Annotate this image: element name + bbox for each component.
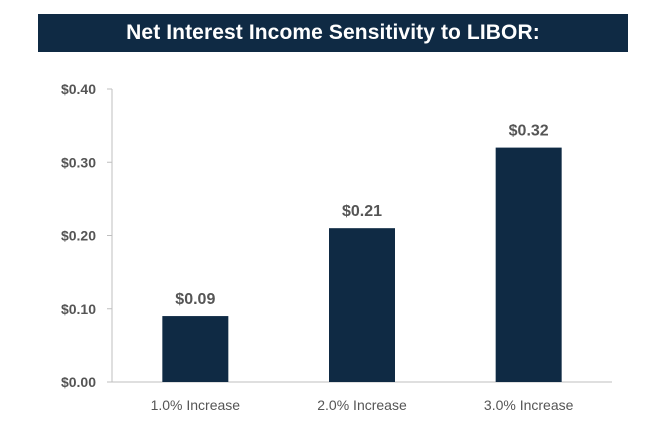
bar — [495, 147, 562, 382]
bar — [162, 316, 229, 382]
x-category-label: 2.0% Increase — [317, 397, 407, 413]
x-category-label: 1.0% Increase — [151, 397, 241, 413]
bar-data-label: $0.32 — [509, 123, 549, 140]
y-tick-label: $0.30 — [61, 154, 96, 170]
y-tick-label: $0.10 — [61, 301, 96, 317]
x-category-label: 3.0% Increase — [484, 397, 574, 413]
y-tick-label: $0.40 — [61, 81, 96, 97]
y-tick-label: $0.00 — [61, 374, 96, 390]
bar-data-label: $0.09 — [175, 291, 215, 308]
chart-title-banner: Net Interest Income Sensitivity to LIBOR… — [38, 14, 628, 52]
bar — [329, 228, 395, 382]
y-tick-label: $0.20 — [61, 228, 96, 244]
bar-data-label: $0.21 — [342, 203, 382, 220]
chart-title: Net Interest Income Sensitivity to LIBOR… — [126, 21, 540, 44]
